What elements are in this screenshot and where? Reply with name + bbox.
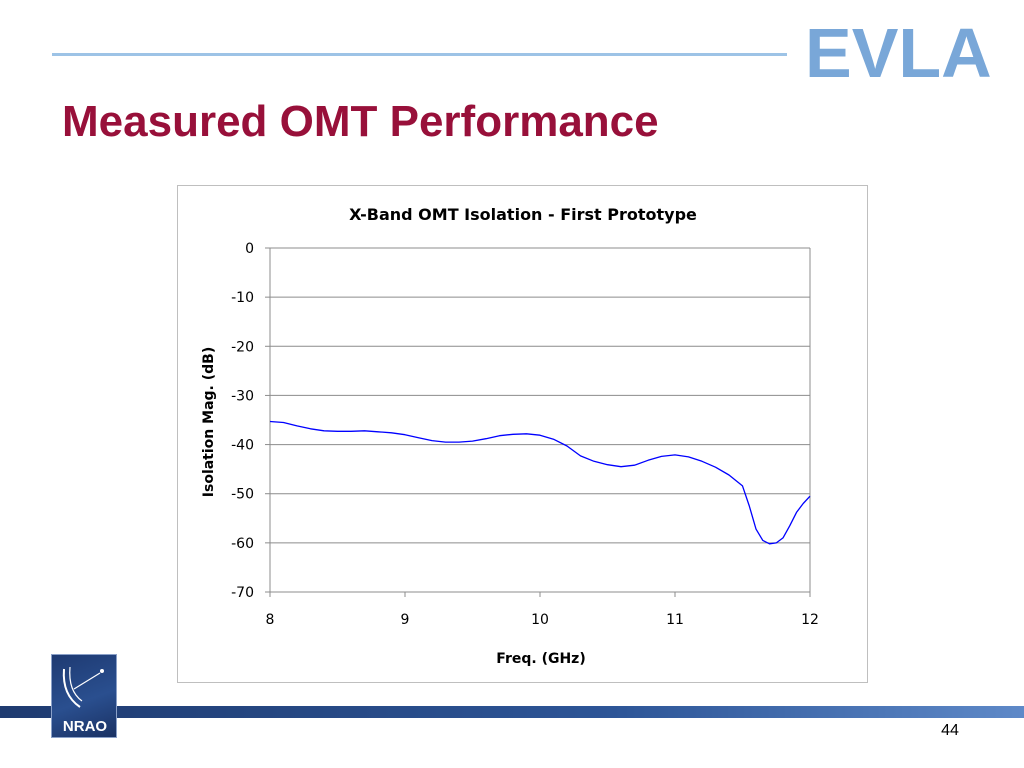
page-number: 44	[941, 722, 959, 739]
header-rule	[52, 53, 787, 56]
chart-title: X-Band OMT Isolation - First Prototype	[349, 205, 697, 224]
nrao-logo: NRAO	[51, 654, 117, 738]
x-tick-label: 8	[266, 612, 275, 628]
y-tick-label: -20	[231, 339, 254, 355]
y-tick-label: -40	[231, 438, 254, 454]
y-tick-label: -60	[231, 536, 254, 552]
nrao-logo-text: NRAO	[63, 718, 107, 735]
radio-dish-icon	[62, 668, 81, 708]
x-axis-label: Freq. (GHz)	[496, 651, 585, 667]
x-tick-label: 12	[801, 612, 819, 628]
chart-frame: X-Band OMT Isolation - First Prototype 0…	[177, 185, 868, 683]
y-tick-label: 0	[245, 241, 254, 257]
x-tick-label: 10	[531, 612, 549, 628]
y-tick-label: -30	[231, 388, 254, 404]
page-title: Measured OMT Performance	[62, 97, 659, 146]
gridlines	[270, 247, 810, 593]
footer-bar	[0, 706, 1024, 718]
x-tick-label: 11	[666, 612, 684, 628]
axes	[265, 247, 811, 597]
y-tick-labels: 0 -10 -20 -30 -40 -50 -60 -70	[231, 241, 254, 601]
x-tick-label: 9	[401, 612, 410, 628]
isolation-chart: X-Band OMT Isolation - First Prototype 0…	[201, 205, 819, 667]
y-tick-label: -70	[231, 585, 254, 601]
evla-logo: EVLA	[805, 14, 992, 92]
x-tick-labels: 8 9 10 11 12	[266, 612, 819, 628]
y-axis-label: Isolation Mag. (dB)	[201, 347, 217, 497]
y-tick-label: -50	[231, 487, 254, 503]
y-tick-label: -10	[231, 290, 254, 306]
series-line	[269, 420, 811, 545]
series-layer	[269, 420, 811, 545]
